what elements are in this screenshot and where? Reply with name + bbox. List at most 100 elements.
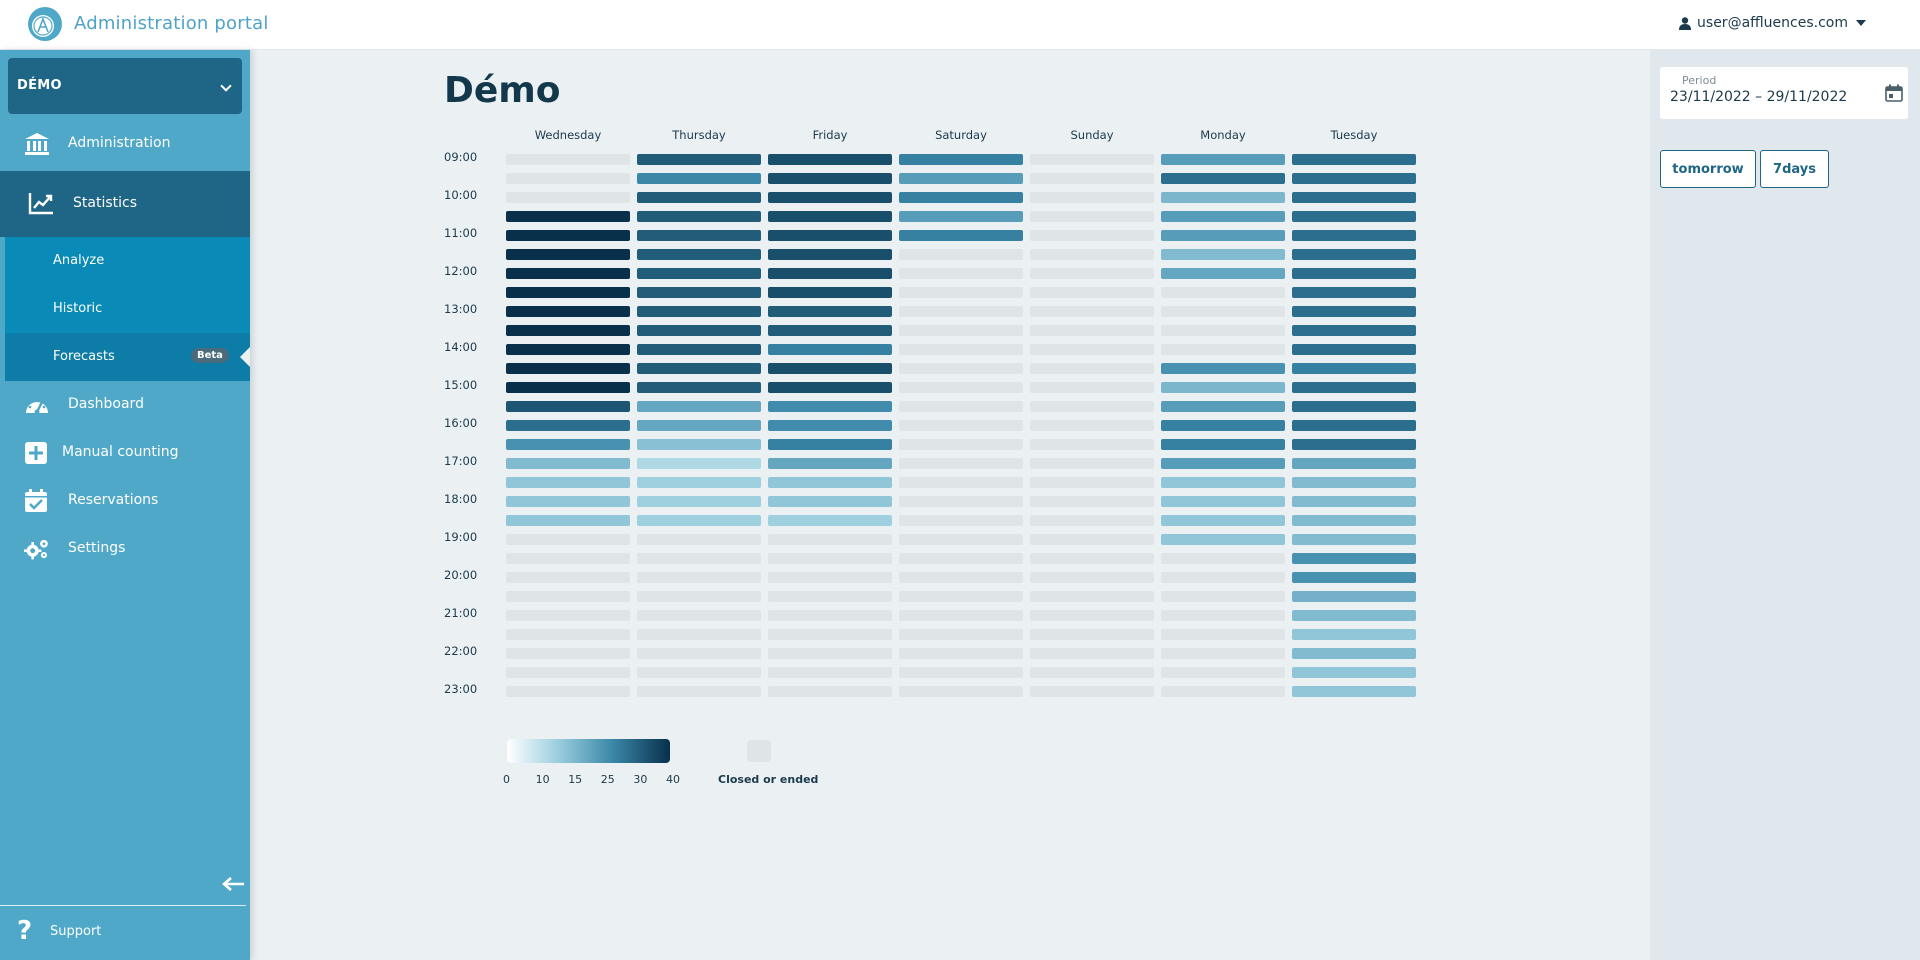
- heatmap-cell[interactable]: [899, 439, 1023, 450]
- heatmap-cell[interactable]: [899, 496, 1023, 507]
- sidebar-item-support[interactable]: ? Support: [0, 912, 250, 954]
- heatmap-cell[interactable]: [506, 515, 630, 526]
- heatmap-cell[interactable]: [1030, 610, 1154, 621]
- heatmap-cell[interactable]: [1292, 154, 1416, 165]
- heatmap-cell[interactable]: [1292, 325, 1416, 336]
- heatmap-cell[interactable]: [899, 173, 1023, 184]
- heatmap-cell[interactable]: [1292, 515, 1416, 526]
- heatmap-cell[interactable]: [1161, 382, 1285, 393]
- heatmap-cell[interactable]: [637, 572, 761, 583]
- sidebar-item-dashboard[interactable]: Dashboard: [0, 381, 250, 429]
- heatmap-cell[interactable]: [1030, 344, 1154, 355]
- heatmap-cell[interactable]: [637, 154, 761, 165]
- heatmap-cell[interactable]: [768, 249, 892, 260]
- heatmap-cell[interactable]: [1292, 230, 1416, 241]
- heatmap-cell[interactable]: [1161, 629, 1285, 640]
- heatmap-cell[interactable]: [1161, 268, 1285, 279]
- heatmap-cell[interactable]: [506, 439, 630, 450]
- heatmap-cell[interactable]: [1030, 211, 1154, 222]
- heatmap-cell[interactable]: [768, 667, 892, 678]
- heatmap-cell[interactable]: [1030, 420, 1154, 431]
- heatmap-cell[interactable]: [506, 572, 630, 583]
- heatmap-cell[interactable]: [506, 629, 630, 640]
- heatmap-cell[interactable]: [637, 363, 761, 374]
- heatmap-cell[interactable]: [637, 401, 761, 412]
- heatmap-cell[interactable]: [899, 458, 1023, 469]
- heatmap-cell[interactable]: [637, 629, 761, 640]
- heatmap-cell[interactable]: [768, 496, 892, 507]
- calendar-icon[interactable]: [1885, 84, 1903, 102]
- heatmap-cell[interactable]: [1161, 648, 1285, 659]
- heatmap-cell[interactable]: [506, 287, 630, 298]
- heatmap-cell[interactable]: [506, 477, 630, 488]
- heatmap-cell[interactable]: [1030, 363, 1154, 374]
- heatmap-cell[interactable]: [1030, 496, 1154, 507]
- sidebar-subitem-historic[interactable]: Historic: [5, 285, 250, 333]
- heatmap-cell[interactable]: [768, 553, 892, 564]
- heatmap-cell[interactable]: [1292, 306, 1416, 317]
- heatmap-cell[interactable]: [637, 477, 761, 488]
- heatmap-cell[interactable]: [899, 325, 1023, 336]
- heatmap-cell[interactable]: [1292, 420, 1416, 431]
- heatmap-cell[interactable]: [1030, 401, 1154, 412]
- heatmap-cell[interactable]: [1292, 667, 1416, 678]
- heatmap-cell[interactable]: [1161, 287, 1285, 298]
- heatmap-cell[interactable]: [899, 534, 1023, 545]
- heatmap-cell[interactable]: [506, 325, 630, 336]
- heatmap-cell[interactable]: [899, 420, 1023, 431]
- heatmap-cell[interactable]: [506, 363, 630, 374]
- heatmap-cell[interactable]: [1030, 306, 1154, 317]
- heatmap-cell[interactable]: [1161, 572, 1285, 583]
- sidebar-subitem-analyze[interactable]: Analyze: [5, 237, 250, 285]
- heatmap-cell[interactable]: [506, 553, 630, 564]
- heatmap-cell[interactable]: [1030, 287, 1154, 298]
- heatmap-cell[interactable]: [899, 477, 1023, 488]
- tomorrow-button[interactable]: tomorrow: [1660, 150, 1756, 188]
- heatmap-cell[interactable]: [1161, 211, 1285, 222]
- heatmap-cell[interactable]: [1161, 591, 1285, 602]
- heatmap-cell[interactable]: [899, 572, 1023, 583]
- sidebar-subitem-forecasts[interactable]: Forecasts Beta: [5, 333, 250, 381]
- heatmap-cell[interactable]: [1161, 173, 1285, 184]
- heatmap-cell[interactable]: [899, 515, 1023, 526]
- heatmap-cell[interactable]: [1161, 458, 1285, 469]
- heatmap-cell[interactable]: [768, 572, 892, 583]
- heatmap-cell[interactable]: [1030, 230, 1154, 241]
- heatmap-cell[interactable]: [1030, 192, 1154, 203]
- heatmap-cell[interactable]: [1030, 667, 1154, 678]
- heatmap-cell[interactable]: [637, 192, 761, 203]
- heatmap-cell[interactable]: [1161, 420, 1285, 431]
- heatmap-cell[interactable]: [1292, 477, 1416, 488]
- heatmap-cell[interactable]: [1030, 249, 1154, 260]
- heatmap-cell[interactable]: [637, 287, 761, 298]
- heatmap-cell[interactable]: [1161, 496, 1285, 507]
- heatmap-cell[interactable]: [1161, 249, 1285, 260]
- heatmap-cell[interactable]: [1030, 439, 1154, 450]
- heatmap-cell[interactable]: [899, 591, 1023, 602]
- heatmap-cell[interactable]: [1292, 382, 1416, 393]
- heatmap-cell[interactable]: [1292, 629, 1416, 640]
- heatmap-cell[interactable]: [768, 325, 892, 336]
- heatmap-cell[interactable]: [1292, 534, 1416, 545]
- heatmap-cell[interactable]: [1292, 648, 1416, 659]
- heatmap-cell[interactable]: [637, 553, 761, 564]
- heatmap-cell[interactable]: [1161, 667, 1285, 678]
- heatmap-cell[interactable]: [768, 534, 892, 545]
- heatmap-cell[interactable]: [637, 344, 761, 355]
- heatmap-cell[interactable]: [1161, 515, 1285, 526]
- heatmap-cell[interactable]: [1161, 401, 1285, 412]
- heatmap-cell[interactable]: [1161, 154, 1285, 165]
- heatmap-cell[interactable]: [899, 648, 1023, 659]
- heatmap-cell[interactable]: [637, 648, 761, 659]
- heatmap-cell[interactable]: [506, 249, 630, 260]
- heatmap-cell[interactable]: [768, 306, 892, 317]
- heatmap-cell[interactable]: [899, 268, 1023, 279]
- heatmap-cell[interactable]: [637, 610, 761, 621]
- heatmap-cell[interactable]: [506, 458, 630, 469]
- heatmap-cell[interactable]: [1292, 344, 1416, 355]
- user-menu[interactable]: user@affluences.com: [1679, 15, 1866, 31]
- heatmap-cell[interactable]: [637, 173, 761, 184]
- heatmap-cell[interactable]: [1161, 439, 1285, 450]
- heatmap-cell[interactable]: [899, 154, 1023, 165]
- heatmap-cell[interactable]: [1030, 173, 1154, 184]
